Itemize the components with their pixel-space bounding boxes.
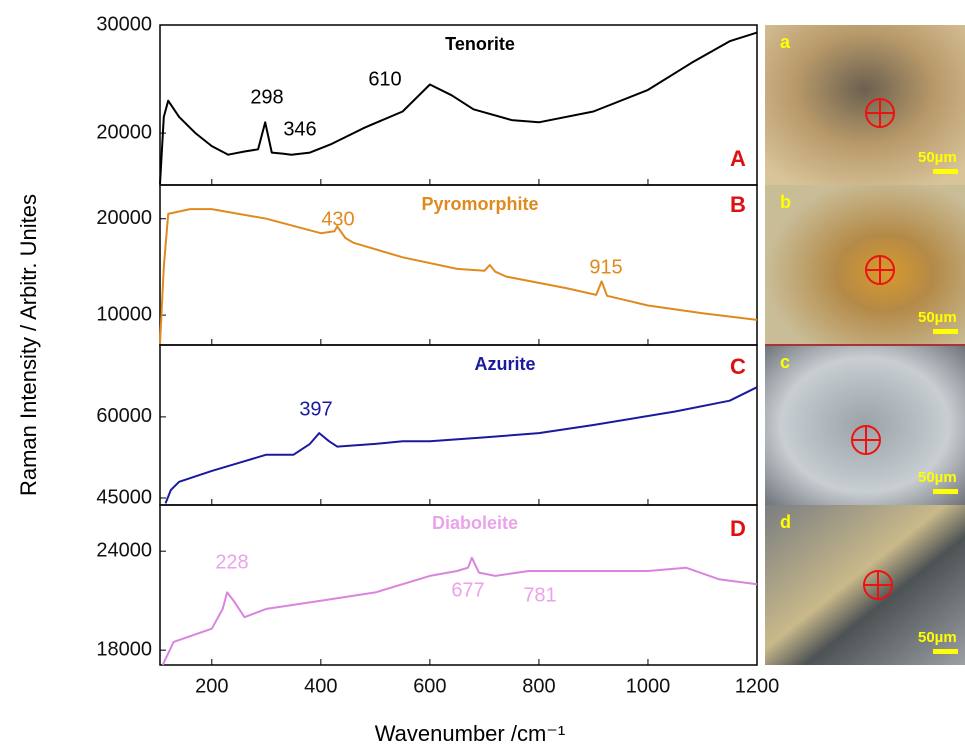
plot-frame — [160, 345, 757, 505]
panel-letter: A — [730, 146, 746, 171]
panel-letter: C — [730, 354, 746, 379]
peak-label: 781 — [523, 584, 556, 606]
y-tick-label: 20000 — [96, 121, 152, 143]
y-tick-label: 60000 — [96, 405, 152, 427]
panel-title: Diaboleite — [432, 513, 518, 533]
scale-label: 50µm — [918, 149, 957, 166]
photo-letter: b — [780, 192, 791, 212]
x-axis-label: Wavenumber /cm⁻¹ — [375, 721, 566, 746]
y-tick-label: 45000 — [96, 486, 152, 508]
peak-label: 397 — [299, 398, 332, 420]
peak-label: 298 — [250, 86, 283, 108]
panel-letter: B — [730, 192, 746, 217]
scale-bar — [933, 489, 958, 494]
scale-label: 50µm — [918, 309, 957, 326]
scale-bar — [933, 329, 958, 334]
x-tick-label: 1200 — [735, 675, 780, 697]
panel-letter: D — [730, 516, 746, 541]
spectrum-line — [166, 387, 758, 503]
scale-label: 50µm — [918, 629, 957, 646]
y-tick-label: 10000 — [96, 303, 152, 325]
x-tick-label: 200 — [195, 675, 228, 697]
photo-letter: a — [780, 32, 791, 52]
x-tick-label: 600 — [413, 675, 446, 697]
figure: Raman Intensity / Arbitr. Unites Wavenum… — [0, 0, 965, 749]
x-tick-label: 400 — [304, 675, 337, 697]
peak-label: 430 — [321, 208, 354, 230]
y-tick-label: 24000 — [96, 539, 152, 561]
spectrum-line — [160, 209, 757, 344]
panel-title: Pyromorphite — [421, 194, 538, 214]
peak-label: 677 — [451, 579, 484, 601]
scale-bar — [933, 649, 958, 654]
scale-bar — [933, 169, 958, 174]
spectrum-line — [163, 558, 757, 665]
y-tick-label: 18000 — [96, 638, 152, 660]
photo-letter: c — [780, 352, 790, 372]
photo-letter: d — [780, 512, 791, 532]
peak-label: 610 — [368, 68, 401, 90]
photos — [765, 25, 965, 665]
y-axis-label: Raman Intensity / Arbitr. Unites — [16, 194, 41, 496]
peak-label: 915 — [589, 256, 622, 278]
scale-label: 50µm — [918, 469, 957, 486]
y-tick-label: 20000 — [96, 207, 152, 229]
panel-title: Azurite — [474, 354, 535, 374]
peak-label: 228 — [215, 551, 248, 573]
panel-title: Tenorite — [445, 34, 515, 54]
y-tick-label: 30000 — [96, 13, 152, 35]
peak-label: 346 — [283, 118, 316, 140]
x-tick-label: 1000 — [626, 675, 671, 697]
x-tick-label: 800 — [522, 675, 555, 697]
